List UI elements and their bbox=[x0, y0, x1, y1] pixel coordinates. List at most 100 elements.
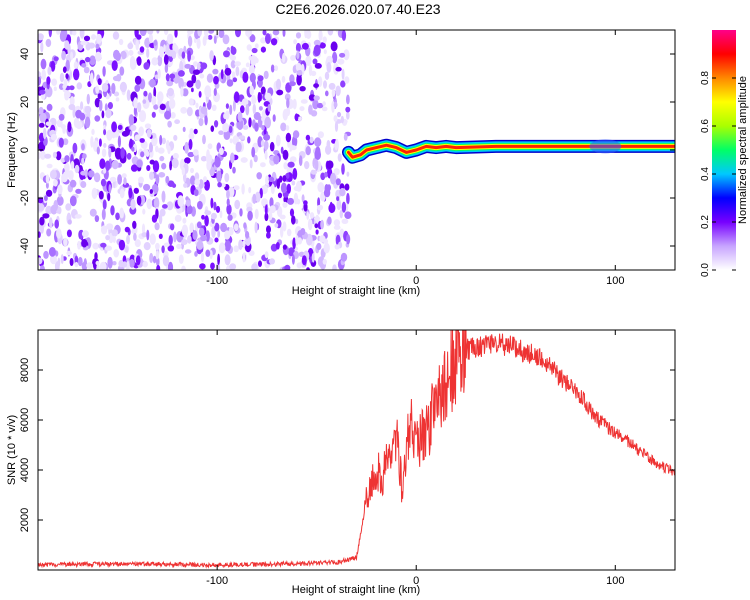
spectrogram-cell bbox=[264, 212, 269, 222]
spectrogram-cell bbox=[187, 151, 195, 158]
spectrogram-cell bbox=[53, 86, 57, 92]
spectrogram-cell bbox=[242, 125, 249, 130]
spectrogram-cell bbox=[70, 170, 74, 183]
spectrogram-cell bbox=[39, 89, 46, 95]
spectrogram-cell bbox=[334, 121, 339, 132]
spectrogram-cell bbox=[103, 143, 107, 148]
spectrogram-cell bbox=[197, 62, 201, 70]
spectrogram-cell bbox=[161, 137, 166, 145]
spectrogram-cell bbox=[158, 233, 163, 239]
spectrogram-cell bbox=[53, 179, 58, 187]
spectrogram-cell bbox=[115, 212, 120, 221]
spectrogram-cell bbox=[95, 51, 102, 62]
spectrogram-cell bbox=[155, 174, 160, 185]
spectrogram-cell bbox=[223, 50, 230, 58]
spectrogram-cell bbox=[194, 178, 200, 186]
spectrogram-cell bbox=[344, 76, 350, 84]
spectrogram-cell bbox=[319, 42, 326, 49]
snr-frame bbox=[37, 329, 676, 571]
spectrogram-cell bbox=[289, 81, 296, 87]
spectrogram-cell bbox=[322, 258, 327, 265]
spectrogram-cell bbox=[187, 235, 192, 244]
spectrogram-cell bbox=[322, 36, 327, 44]
spectrogram-cell bbox=[257, 75, 264, 82]
spectrogram-cell bbox=[129, 59, 137, 70]
spectrogram-cell bbox=[227, 214, 233, 221]
spectrogram-cell bbox=[111, 82, 116, 95]
spectrogram-cell bbox=[317, 131, 324, 139]
spectrogram-cell bbox=[111, 160, 119, 170]
spectrogram-cell bbox=[151, 111, 156, 118]
spectrogram-cell bbox=[272, 30, 280, 36]
spectrogram-cell bbox=[167, 87, 175, 97]
spectrogram-cell bbox=[300, 228, 306, 236]
spectrogram-cell bbox=[339, 188, 346, 197]
spectrogram-cell bbox=[131, 229, 138, 235]
spectrogram-cell bbox=[230, 60, 236, 69]
spectrogram-cell bbox=[180, 86, 184, 97]
spectrogram-cell bbox=[74, 164, 80, 174]
spectrogram-cell bbox=[69, 179, 77, 188]
spectrogram-cell bbox=[266, 232, 271, 239]
spectrogram-cell bbox=[129, 138, 133, 149]
colorbar-tick-label: 0.6 bbox=[700, 119, 711, 133]
spectrogram-cell bbox=[83, 35, 91, 42]
spectrogram-cell bbox=[240, 105, 245, 114]
spectrogram-blob bbox=[589, 139, 622, 154]
spectrogram-cell bbox=[147, 30, 154, 35]
chart-title: C2E6.2026.020.07.40.E23 bbox=[275, 1, 440, 17]
spectrogram-cell bbox=[281, 75, 286, 83]
spectrogram-cell bbox=[133, 106, 137, 116]
spectrogram-cell bbox=[206, 92, 212, 98]
spectrogram-cell bbox=[38, 33, 44, 41]
spectrogram-cell bbox=[323, 80, 327, 89]
snr-series-line bbox=[38, 330, 675, 569]
spectrogram-cell bbox=[284, 264, 291, 270]
spectrogram-cell bbox=[320, 172, 326, 181]
spectrogram-cell bbox=[194, 172, 200, 181]
spectrogram-cell bbox=[181, 224, 189, 237]
spectrogram-cell bbox=[286, 97, 290, 109]
spectrogram-cell bbox=[167, 261, 174, 270]
spectrogram-cell bbox=[262, 30, 267, 36]
spectrogram-cell bbox=[174, 214, 182, 222]
spectrogram-cell bbox=[336, 196, 340, 202]
spectrogram-cell bbox=[305, 134, 311, 141]
spectrogram-cell bbox=[249, 34, 256, 43]
spectrogram-cell bbox=[162, 204, 168, 209]
spectrogram-cell bbox=[330, 172, 337, 185]
spectrogram-cell bbox=[335, 178, 341, 186]
spectrogram-cell bbox=[80, 101, 84, 110]
spectrogram-cell bbox=[326, 62, 332, 73]
spectrogram-cell bbox=[249, 159, 253, 169]
spectrogram-cell bbox=[230, 152, 235, 164]
spectrogram-cell bbox=[142, 99, 147, 104]
spectrogram-cell bbox=[296, 50, 300, 60]
spectrogram-cell bbox=[141, 232, 148, 238]
spectrogram-cell bbox=[159, 155, 165, 162]
spectrogram-cell bbox=[292, 237, 296, 250]
spectrogram-cell bbox=[143, 183, 151, 191]
spectrogram-cell bbox=[129, 258, 135, 268]
spectrogram-cell bbox=[304, 30, 308, 39]
spectrogram-cell bbox=[43, 250, 49, 259]
spectrogram-cell bbox=[51, 78, 58, 86]
spectrogram-x-tick-label: 0 bbox=[413, 275, 419, 287]
spectrogram-cell bbox=[113, 49, 120, 60]
spectrogram-cell bbox=[181, 51, 186, 59]
spectrogram-cell bbox=[299, 86, 306, 92]
spectrogram-cell bbox=[291, 215, 296, 225]
spectrogram-cell bbox=[146, 165, 151, 171]
spectrogram-cell bbox=[229, 263, 237, 270]
snr-y-axis: 2000 4000 6000 8000 bbox=[19, 358, 675, 532]
spectrogram-cell bbox=[153, 86, 157, 98]
spectrogram-cell bbox=[228, 125, 233, 133]
spectrogram-cell bbox=[301, 42, 309, 50]
spectrogram-cell bbox=[159, 208, 166, 217]
spectrogram-cell bbox=[280, 122, 287, 132]
spectrogram-cell bbox=[191, 74, 197, 84]
spectrogram-x-tick-label: 100 bbox=[606, 275, 624, 287]
spectrogram-cell bbox=[325, 90, 329, 97]
spectrogram-cell bbox=[56, 195, 64, 206]
spectrogram-cell bbox=[84, 105, 92, 114]
